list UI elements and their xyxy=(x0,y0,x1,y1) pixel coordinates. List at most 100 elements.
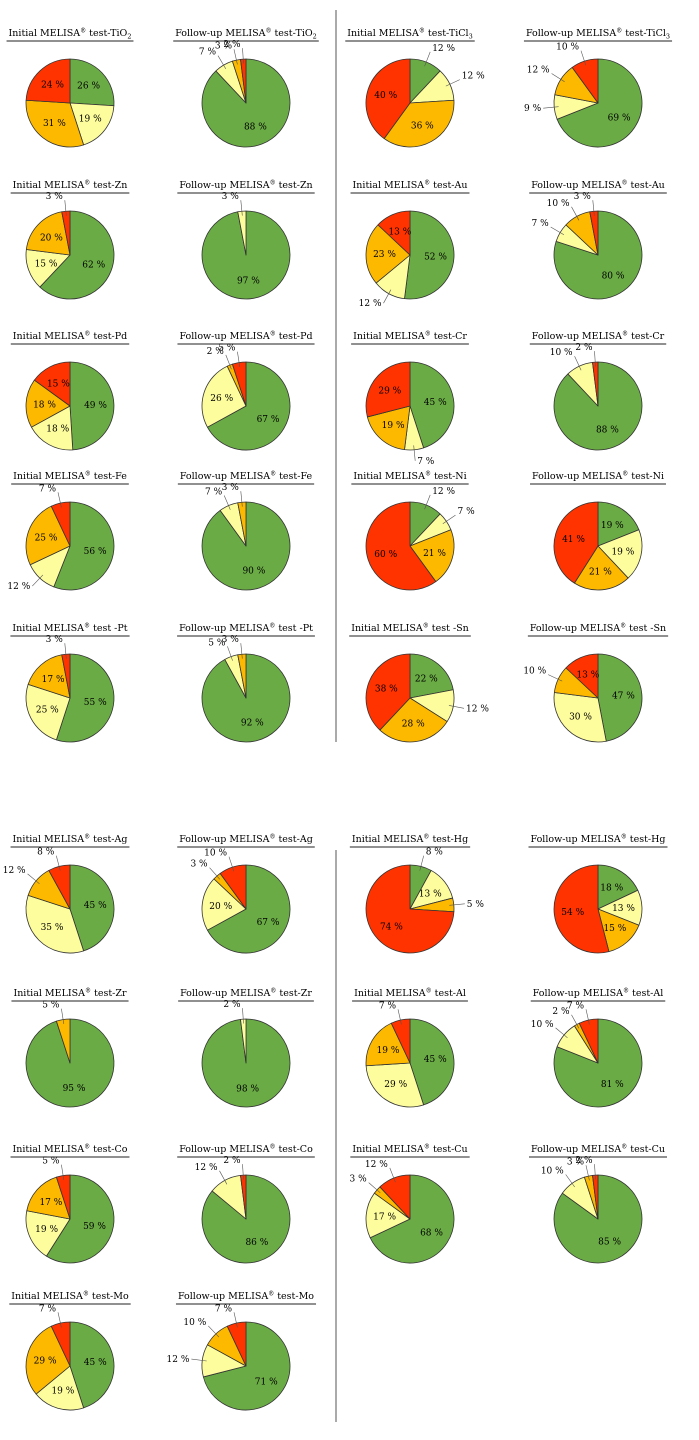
slice-value-label: 40 % xyxy=(374,91,397,101)
slice-value-label: 41 % xyxy=(562,535,585,545)
pie-slice xyxy=(369,1174,455,1264)
chart-title-text: Follow-up MELISA xyxy=(531,180,621,191)
chart-title-text-cont: test-Ni xyxy=(628,471,664,482)
registered-mark: ® xyxy=(270,988,276,995)
pie-slice xyxy=(25,505,71,566)
pie-slice xyxy=(39,210,115,300)
pie-chart-pd-initial: Initial MELISA® test-Pd 49 % 18 % 18 % 15 % xyxy=(10,331,130,451)
slice-value-label: 2 % xyxy=(575,1156,593,1166)
slice-value-label: 92 % xyxy=(241,719,264,729)
pie-slice xyxy=(597,653,643,742)
pie-slice xyxy=(565,653,599,699)
chart-title-text: Follow-up MELISA xyxy=(180,471,270,482)
chart-title-text: Follow-up MELISA xyxy=(526,28,616,39)
chart-title-text-cont: test-Au xyxy=(627,180,664,191)
chart-title-text: Initial MELISA xyxy=(13,331,85,342)
pie-slice xyxy=(69,1321,115,1409)
chart-title-text: Follow-up MELISA xyxy=(179,623,269,634)
slice-value-label: 7 % xyxy=(39,1304,57,1314)
slice-value-label: 97 % xyxy=(237,276,260,286)
slice-value-label: 36 % xyxy=(411,121,434,131)
pie-chart-pt-followup: Follow-up MELISA® test -Pt 92 % 5 %3 % xyxy=(177,623,315,743)
slice-value-label: 21 % xyxy=(589,567,612,577)
slice-value-label: 10 % xyxy=(204,849,227,859)
slice-value-label: 5 % xyxy=(42,1157,60,1167)
chart-title: Initial MELISA® test -Sn xyxy=(351,623,469,635)
slice-value-label: 62 % xyxy=(82,260,105,270)
slice-value-label: 7 % xyxy=(199,48,217,58)
slice-value-label: 3 % xyxy=(46,192,64,202)
slice-value-label: 3 % xyxy=(350,1175,368,1185)
chart-title-text: Initial MELISA xyxy=(352,834,424,845)
pie-slice xyxy=(409,529,455,582)
chart-title-text: Initial MELISA xyxy=(351,623,423,634)
slice-value-label: 85 % xyxy=(598,1238,621,1248)
chart-title-text: Initial MELISA xyxy=(13,834,85,845)
chart-title-text-cont: test-Ag xyxy=(90,834,127,845)
chart-title-text-cont: test-Ni xyxy=(431,471,467,482)
pie-slice xyxy=(409,653,454,699)
pie-slice xyxy=(409,1018,455,1106)
pie-chart-sn-initial: Initial MELISA® test -Sn 22 % 12 % 28 % 38 % xyxy=(349,623,489,743)
slice-value-label: 81 % xyxy=(601,1080,624,1090)
registered-mark: ® xyxy=(270,471,276,478)
slice-value-label: 2 % xyxy=(552,1007,570,1017)
slice-value-label: 10 % xyxy=(531,1020,554,1030)
slice-value-label: 74 % xyxy=(380,923,403,933)
pie-chart-au-initial: Initial MELISA® test-Au 52 % 12 % 23 % 13 % xyxy=(350,180,470,309)
slice-value-label: 19 % xyxy=(382,421,405,431)
registered-mark: ® xyxy=(620,623,626,630)
chart-title-text: Initial MELISA xyxy=(13,988,85,999)
slice-value-label: 86 % xyxy=(245,1238,268,1248)
registered-mark: ® xyxy=(270,331,276,338)
chart-title: Follow-up MELISA® test-Zn xyxy=(179,180,312,192)
registered-mark: ® xyxy=(423,623,429,630)
slice-value-label: 90 % xyxy=(242,566,265,576)
pie-slice xyxy=(46,1174,115,1264)
registered-mark: ® xyxy=(425,331,431,338)
slice-value-label: 12 % xyxy=(195,1163,218,1173)
chart-title-text: Follow-up MELISA xyxy=(531,1144,621,1155)
pie-chart-fe-initial: Initial MELISA® test-Fe 56 % 12 % 25 % 7 % xyxy=(7,471,129,592)
chart-title-text: Follow-up MELISA xyxy=(530,623,620,634)
registered-mark: ® xyxy=(268,1291,274,1298)
slice-leader-line xyxy=(448,705,465,709)
slice-leader-line xyxy=(571,1014,580,1029)
pie-slice xyxy=(35,1365,84,1411)
slice-value-label: 19 % xyxy=(79,115,102,125)
slice-leader-line xyxy=(383,289,392,304)
slice-value-label: 5 % xyxy=(467,900,485,910)
chart-title-text: Follow-up MELISA xyxy=(179,1144,269,1155)
pie-slice xyxy=(365,58,411,139)
pie-chart-cu-initial: Initial MELISA® test-Cu 68 % 17 % 3 % 12 % xyxy=(350,1144,470,1264)
pie-chart-cu-followup: Follow-up MELISA® test-Cu 85 % 10 %3 %2 % xyxy=(529,1144,667,1264)
slice-leader-line xyxy=(389,1167,396,1183)
slice-leader-line xyxy=(233,1312,238,1328)
slice-leader-line xyxy=(585,1165,590,1181)
slice-value-label: 88 % xyxy=(596,426,619,436)
registered-mark: ® xyxy=(84,834,90,841)
registered-mark: ® xyxy=(616,28,622,35)
slice-value-label: 20 % xyxy=(209,902,232,912)
slice-leader-line xyxy=(240,491,243,507)
pie-chart-ag-initial: Initial MELISA® test-Ag 45 % 35 % 12 % 8 % xyxy=(3,834,130,954)
chart-title-text-cont: test-Ag xyxy=(275,834,312,845)
pie-chart-ticl3-initial: Initial MELISA® test-TiCl3 12 % 12 % 36 % 40… xyxy=(345,28,485,148)
registered-mark: ® xyxy=(423,834,429,841)
pie-chart-fe-followup: Follow-up MELISA® test-Fe 90 % 7 % 3 % xyxy=(177,471,315,591)
slice-value-label: 10 % xyxy=(183,1318,206,1328)
slice-value-label: 12 % xyxy=(167,1355,190,1365)
pie-chart-ni-initial: Initial MELISA® test-Ni 12 %7 % 21 % 60 % xyxy=(351,471,475,591)
chart-title-text: Follow-up MELISA xyxy=(175,28,265,39)
chart-title: Follow-up MELISA® test-Mo xyxy=(178,1291,314,1303)
chart-title: Initial MELISA® test-Pd xyxy=(13,331,127,343)
slice-leader-line xyxy=(574,356,582,371)
slice-value-label: 68 % xyxy=(420,1229,443,1239)
chart-title-text: Initial MELISA xyxy=(347,28,419,39)
chart-title: Follow-up MELISA® test-Al xyxy=(533,988,664,1000)
registered-mark: ® xyxy=(84,180,90,187)
slice-value-label: 26 % xyxy=(210,394,233,404)
slice-value-label: 21 % xyxy=(423,549,446,559)
pie-slice xyxy=(365,501,437,591)
